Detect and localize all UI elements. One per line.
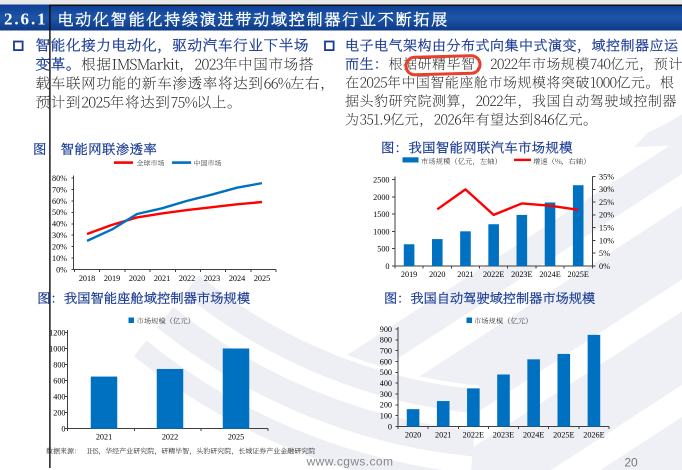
svg-text:600: 600 — [53, 376, 65, 385]
svg-text:50%: 50% — [52, 208, 67, 217]
svg-text:2022E: 2022E — [463, 431, 484, 440]
svg-text:2022E: 2022E — [483, 270, 504, 279]
svg-text:2024E: 2024E — [539, 270, 560, 279]
svg-text:2023E: 2023E — [493, 431, 514, 440]
svg-text:500: 500 — [380, 368, 392, 377]
svg-text:0: 0 — [388, 422, 392, 431]
svg-text:30%: 30% — [52, 231, 67, 240]
svg-text:2020: 2020 — [429, 270, 445, 279]
svg-text:100: 100 — [380, 412, 392, 421]
svg-text:2021: 2021 — [435, 431, 451, 440]
svg-text:1500: 1500 — [373, 210, 389, 219]
svg-text:20: 20 — [624, 456, 638, 470]
svg-text:2025E: 2025E — [568, 270, 589, 279]
svg-text:2019: 2019 — [104, 274, 120, 283]
svg-text:2000: 2000 — [373, 193, 389, 202]
svg-text:2024: 2024 — [229, 274, 245, 283]
svg-text:25%: 25% — [599, 198, 614, 207]
svg-text:2020: 2020 — [129, 274, 145, 283]
svg-text:2025: 2025 — [254, 274, 270, 283]
svg-text:2025: 2025 — [228, 433, 244, 442]
svg-text:35%: 35% — [599, 172, 614, 181]
svg-text:2021: 2021 — [154, 274, 170, 283]
svg-text:200: 200 — [53, 409, 65, 418]
svg-text:70%: 70% — [52, 185, 67, 194]
svg-text:200: 200 — [380, 401, 392, 410]
svg-text:80%: 80% — [52, 174, 67, 183]
svg-text:0%: 0% — [599, 262, 610, 271]
svg-text:400: 400 — [380, 379, 392, 388]
svg-text:10%: 10% — [52, 254, 67, 263]
svg-text:0%: 0% — [56, 265, 67, 274]
svg-text:15%: 15% — [599, 223, 614, 232]
svg-text:2025E: 2025E — [553, 431, 574, 440]
svg-text:2023: 2023 — [204, 274, 220, 283]
svg-text:800: 800 — [53, 360, 65, 369]
svg-text:2500: 2500 — [373, 176, 389, 185]
svg-text:400: 400 — [53, 393, 65, 402]
svg-text:2023E: 2023E — [511, 270, 532, 279]
svg-text:2026E: 2026E — [583, 431, 604, 440]
svg-text:2021: 2021 — [96, 433, 112, 442]
svg-text:2.6.1: 2.6.1 — [4, 10, 48, 29]
svg-text:40%: 40% — [52, 220, 67, 229]
svg-text:1000: 1000 — [49, 344, 65, 353]
svg-text:2021: 2021 — [457, 270, 473, 279]
svg-text:2022: 2022 — [179, 274, 195, 283]
svg-text:2018: 2018 — [79, 274, 95, 283]
svg-text:20%: 20% — [599, 211, 614, 220]
svg-text:2019: 2019 — [401, 270, 417, 279]
svg-text:500: 500 — [377, 245, 389, 254]
svg-text:20%: 20% — [52, 243, 67, 252]
svg-text:0: 0 — [385, 262, 389, 271]
svg-text:2020: 2020 — [405, 431, 421, 440]
svg-text:1000: 1000 — [373, 227, 389, 236]
svg-text:2022: 2022 — [162, 433, 178, 442]
svg-text:600: 600 — [380, 357, 392, 366]
svg-text:60%: 60% — [52, 197, 67, 206]
svg-text:www.cgws.com: www.cgws.com — [306, 455, 394, 469]
svg-text:700: 700 — [380, 347, 392, 356]
svg-text:900: 900 — [380, 325, 392, 334]
svg-text:800: 800 — [380, 336, 392, 345]
svg-text:10%: 10% — [599, 236, 614, 245]
svg-text:1200: 1200 — [49, 328, 65, 337]
svg-text:5%: 5% — [599, 249, 610, 258]
svg-text:30%: 30% — [599, 185, 614, 194]
svg-text:0: 0 — [61, 425, 65, 434]
svg-text:300: 300 — [380, 390, 392, 399]
svg-text:2024E: 2024E — [523, 431, 544, 440]
